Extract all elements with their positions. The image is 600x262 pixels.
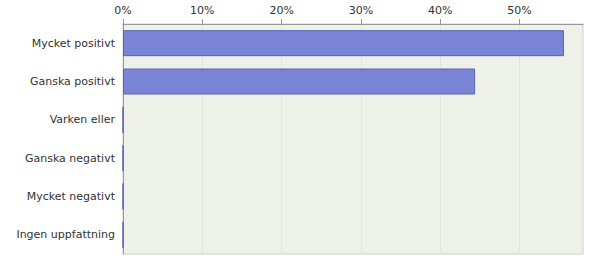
svg-text:Ganska negativt: Ganska negativt bbox=[25, 152, 116, 165]
svg-text:40%: 40% bbox=[428, 4, 452, 17]
svg-text:Mycket negativt: Mycket negativt bbox=[27, 190, 116, 203]
svg-text:10%: 10% bbox=[190, 4, 214, 17]
svg-text:Varken eller: Varken eller bbox=[50, 113, 116, 126]
svg-text:Ingen uppfattning: Ingen uppfattning bbox=[16, 228, 115, 241]
svg-text:0%: 0% bbox=[114, 4, 131, 17]
svg-text:30%: 30% bbox=[349, 4, 373, 17]
svg-text:20%: 20% bbox=[269, 4, 293, 17]
svg-text:Ganska positivt: Ganska positivt bbox=[30, 75, 116, 88]
svg-text:Mycket positivt: Mycket positivt bbox=[32, 37, 116, 50]
svg-text:50%: 50% bbox=[507, 4, 531, 17]
